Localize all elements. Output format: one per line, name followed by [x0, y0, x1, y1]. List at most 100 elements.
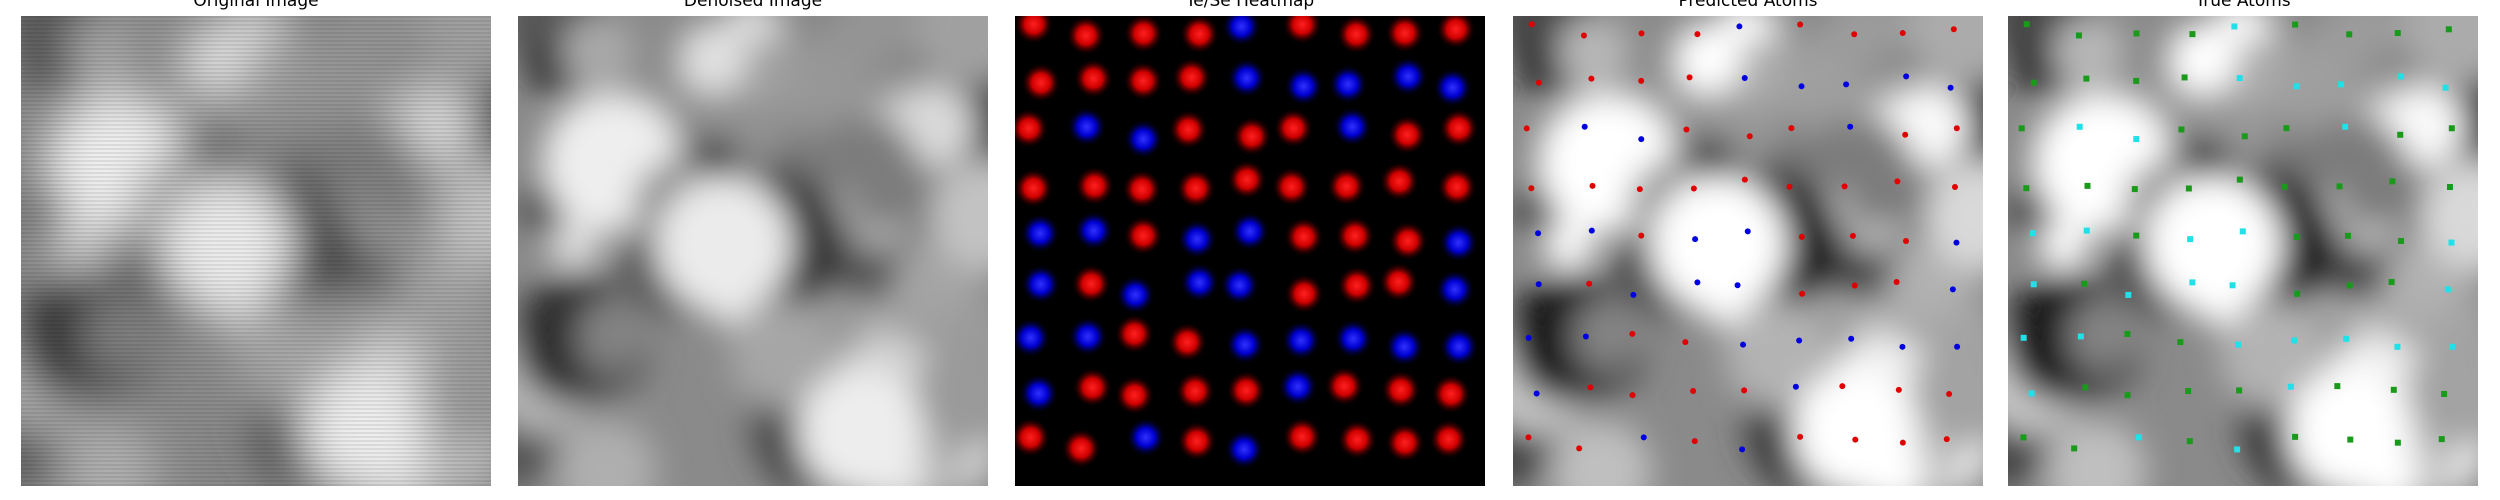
atom-marker	[2185, 388, 2192, 395]
blob	[929, 159, 988, 270]
atom-marker	[1953, 239, 1960, 246]
atom-marker	[1949, 286, 1956, 293]
panel-title: Original Image	[193, 0, 318, 11]
heatmap-spot	[1171, 57, 1212, 98]
atom-marker	[1893, 279, 1900, 286]
atom-marker	[2189, 31, 2196, 38]
atom-marker	[2020, 434, 2027, 441]
panel-image	[518, 16, 988, 486]
atom-marker	[1686, 74, 1693, 81]
atom-marker	[2292, 433, 2299, 440]
blobs	[1513, 16, 1983, 486]
heatmap-spot	[1015, 16, 1054, 45]
atom-marker	[2294, 290, 2301, 297]
heatmap-spot	[1015, 108, 1049, 149]
atom-marker	[2235, 341, 2242, 348]
atom-marker	[1899, 30, 1906, 37]
heatmap-spot	[1439, 326, 1480, 367]
atom-marker	[2030, 230, 2037, 237]
heatmap-spot	[1020, 264, 1061, 305]
heatmap-spot	[1225, 324, 1266, 365]
atom-marker	[1589, 182, 1596, 189]
blobs	[2008, 16, 2478, 486]
atom-marker	[1849, 232, 1856, 239]
atom-marker	[1691, 438, 1698, 445]
atom-marker	[1535, 79, 1542, 86]
atom-marker	[1638, 30, 1645, 37]
atom-marker	[1694, 279, 1701, 286]
heatmap-spot	[1061, 428, 1102, 469]
panel-title: Te/Se Heatmap	[1185, 0, 1314, 11]
blob	[676, 23, 748, 95]
atom-marker	[2291, 337, 2298, 344]
heatmap-spot	[1283, 216, 1324, 257]
heatmap-spot	[1435, 16, 1476, 50]
atom-marker	[1580, 32, 1587, 39]
atom-marker	[2075, 32, 2082, 39]
heatmap-spot	[1114, 313, 1155, 354]
atom-marker	[1847, 123, 1854, 130]
atom-marker	[1740, 341, 1747, 348]
blob	[1827, 16, 1905, 67]
atom-marker	[2077, 333, 2084, 340]
atom-marker	[2346, 31, 2353, 38]
panel-title: True Atoms	[2194, 0, 2290, 11]
heatmap-spot	[1281, 320, 1322, 361]
heatmap-spot	[1179, 262, 1220, 303]
blob	[832, 16, 910, 67]
blob	[915, 337, 988, 448]
heatmap-spot	[1277, 366, 1318, 407]
panel-title: Predicted Atoms	[1678, 0, 1817, 11]
heatmap-spot	[1177, 219, 1218, 260]
atom-marker	[2293, 83, 2300, 90]
blob	[1904, 16, 1983, 88]
heatmap-spot	[1324, 366, 1365, 407]
heatmap-spot	[1282, 16, 1323, 45]
heatmap-spot	[1334, 215, 1375, 256]
heatmap-spot	[1378, 262, 1419, 303]
heatmap-spot	[1168, 109, 1209, 150]
blob	[797, 368, 924, 486]
blob	[2399, 16, 2478, 88]
atom-marker	[1899, 439, 1906, 446]
atom-marker	[1741, 387, 1748, 394]
heatmap-spot	[1123, 16, 1164, 54]
atom-marker	[1582, 333, 1589, 340]
heatmap-spot	[1219, 265, 1260, 306]
atom-marker	[2084, 182, 2091, 189]
blob	[909, 16, 988, 88]
heatmap-spot	[1428, 419, 1469, 460]
heatmap-spot	[1436, 167, 1477, 208]
atom-marker	[2444, 286, 2451, 293]
atom-marker	[1798, 233, 1805, 240]
blob	[729, 300, 840, 411]
atom-marker	[1848, 335, 1855, 342]
heatmap-spot	[1121, 169, 1162, 210]
atom-marker	[2236, 75, 2243, 82]
atom-marker	[1852, 436, 1859, 443]
atom-marker	[1525, 334, 1532, 341]
heatmap-spot	[1432, 67, 1473, 108]
atom-marker	[1899, 343, 1906, 350]
atom-marker	[1587, 384, 1594, 391]
atom-marker	[2023, 185, 2030, 192]
blob	[1910, 337, 1983, 448]
atom-marker	[1586, 280, 1593, 287]
atom-marker	[2178, 126, 2185, 133]
atom-marker	[2334, 383, 2341, 390]
heatmap-spot	[1226, 159, 1267, 200]
atom-marker	[2186, 438, 2193, 445]
heatmap-spot	[1114, 375, 1155, 416]
atom-marker	[2189, 279, 2196, 286]
heatmap-spot	[1380, 369, 1421, 410]
blob	[548, 220, 599, 272]
blob	[2166, 23, 2238, 95]
atom-marker	[2389, 178, 2396, 185]
atom-marker	[2133, 77, 2140, 84]
blob	[1555, 16, 1631, 90]
heatmap-spot	[1284, 273, 1325, 314]
heatmap-spot	[1332, 106, 1373, 147]
atom-marker	[2124, 330, 2131, 337]
atom-marker	[1636, 186, 1643, 193]
